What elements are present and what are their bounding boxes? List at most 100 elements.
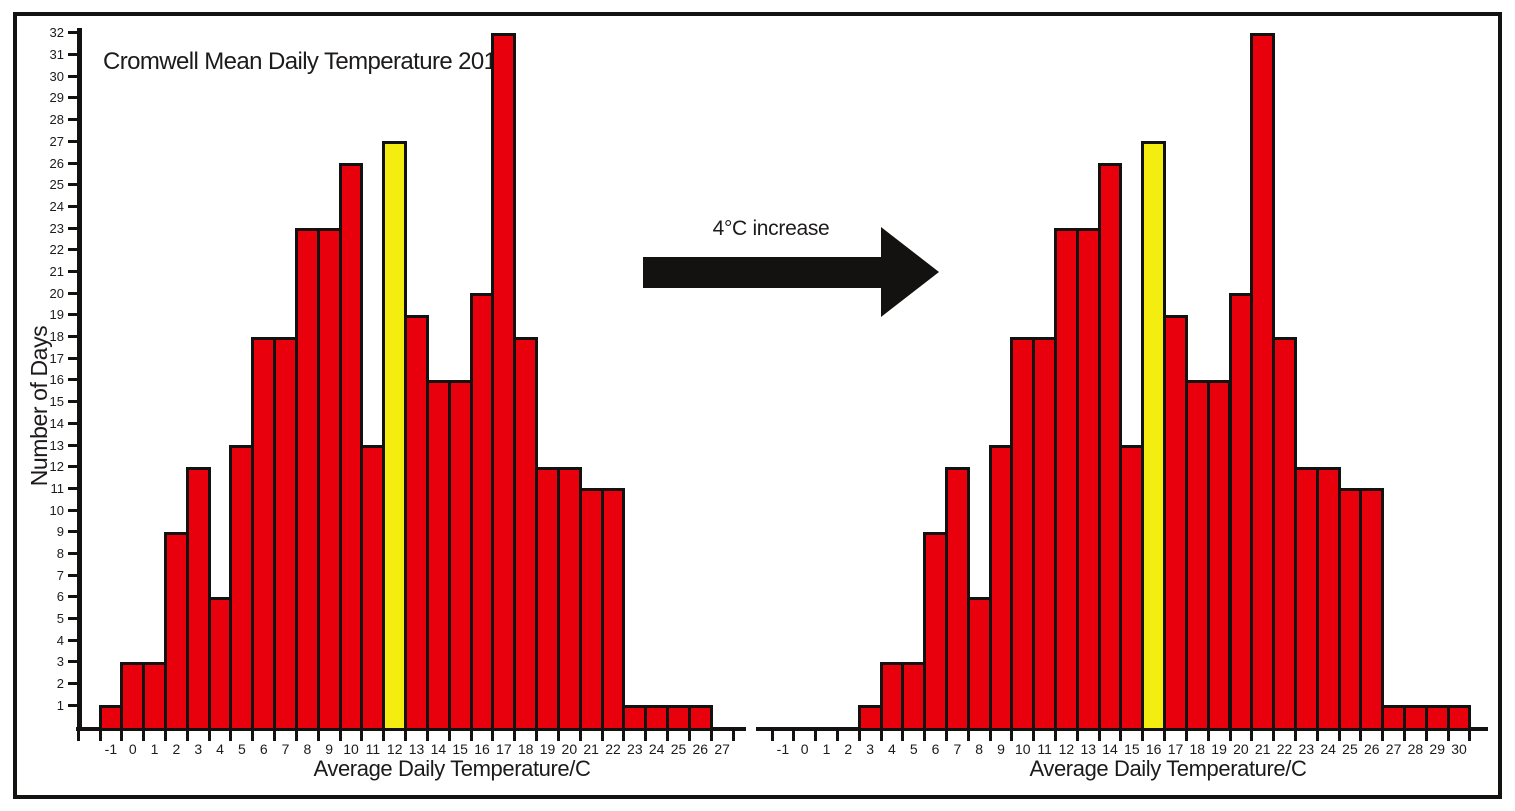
y-tick	[68, 139, 77, 143]
y-tick	[68, 530, 77, 534]
x-tick	[1402, 727, 1406, 741]
arrow-shaft	[643, 257, 881, 288]
x-tick-label-27: 27	[714, 741, 730, 757]
x-tick-label-17: 17	[496, 741, 512, 757]
x-tick-label-24: 24	[1320, 741, 1336, 757]
x-tick-label-0: 0	[800, 741, 809, 757]
y-tick	[68, 703, 77, 707]
x-tick	[1032, 727, 1036, 741]
y-tick	[68, 508, 77, 512]
y-tick	[68, 595, 77, 599]
x-tick	[600, 727, 604, 741]
x-tick-label-14: 14	[1102, 741, 1118, 757]
x-tick-label-14: 14	[430, 741, 447, 757]
x-tick	[425, 727, 429, 741]
y-tick-label: 16	[49, 372, 64, 388]
y-tick	[68, 183, 77, 187]
bar-temp-22	[600, 488, 626, 731]
x-tick-label-2: 2	[844, 741, 853, 757]
x-tick	[857, 727, 861, 741]
x-tick	[1250, 727, 1254, 741]
x-tick	[1424, 727, 1428, 741]
y-tick-label: 30	[49, 68, 64, 84]
x-tick-label-29: 29	[1429, 741, 1445, 757]
x-tick	[207, 727, 211, 741]
x-tick	[879, 727, 883, 741]
y-tick-label: 24	[49, 198, 64, 214]
x-tick-label-26: 26	[692, 741, 709, 757]
y-tick	[68, 291, 77, 295]
x-tick	[622, 727, 626, 741]
y-tick-label: 26	[49, 155, 64, 171]
x-tick	[1272, 727, 1276, 741]
bar-temp-30	[1446, 705, 1472, 731]
y-tick	[68, 335, 77, 339]
x-tick	[185, 727, 189, 741]
y-tick	[68, 465, 77, 469]
x-tick-label-24: 24	[648, 741, 665, 757]
x-tick	[1141, 727, 1145, 741]
y-tick-label: 8	[56, 545, 64, 561]
y-tick-label: 20	[49, 285, 64, 301]
x-tick-label-22: 22	[1276, 741, 1293, 757]
y-tick	[68, 400, 77, 404]
x-tick	[1054, 727, 1058, 741]
x-tick-label-10: 10	[1015, 741, 1031, 757]
x-tick-label-4: 4	[888, 741, 896, 757]
x-tick	[469, 727, 473, 741]
y-tick-label: 18	[49, 329, 64, 345]
y-tick	[68, 118, 77, 122]
x-tick	[666, 727, 670, 741]
y-tick-label: 11	[50, 480, 65, 496]
y-tick	[68, 226, 77, 230]
x-tick-label-20: 20	[561, 741, 578, 757]
y-tick-label: 29	[49, 90, 64, 106]
y-tick	[68, 617, 77, 621]
y-tick-label: 32	[49, 25, 64, 41]
y-tick-label: 1	[56, 697, 64, 713]
x-tick	[142, 727, 146, 741]
bar-temp-26	[687, 705, 713, 731]
x-tick	[1119, 727, 1123, 741]
bar-temp-24	[644, 705, 670, 731]
y-tick	[68, 270, 77, 273]
x-tick	[1075, 727, 1079, 741]
x-tick	[731, 727, 735, 741]
bar-temp-26	[1359, 488, 1385, 731]
x-tick	[535, 727, 539, 741]
y-tick-label: 12	[49, 459, 64, 475]
x-tick-label-1: 1	[822, 741, 831, 757]
y-tick	[68, 96, 77, 100]
x-tick	[966, 727, 970, 741]
x-tick	[944, 727, 948, 741]
x-tick-label-15: 15	[452, 741, 468, 757]
y-tick-label: 13	[49, 437, 64, 453]
x-tick-label-2: 2	[172, 741, 181, 757]
x-tick	[901, 727, 905, 741]
y-tick	[68, 161, 77, 165]
bar-temp-6	[251, 336, 277, 731]
x-tick	[1010, 727, 1014, 741]
x-tick	[709, 727, 713, 741]
y-tick-label: 19	[49, 307, 64, 323]
y-tick	[68, 421, 77, 425]
y-tick	[68, 53, 77, 57]
x-tick-label-23: 23	[627, 741, 643, 757]
x-tick	[1163, 727, 1167, 741]
y-tick-label: 5	[56, 611, 64, 627]
x-tick-label-23: 23	[1298, 741, 1315, 757]
figure-border	[13, 12, 1502, 799]
x-tick-label-20: 20	[1233, 741, 1249, 757]
x-tick	[770, 727, 774, 741]
x-tick	[1315, 727, 1319, 741]
x-axis-title-left: Average Daily Temperature/C	[313, 756, 591, 781]
x-tick	[1446, 727, 1450, 741]
x-tick-label-12: 12	[386, 741, 403, 757]
x-tick-label-6: 6	[931, 741, 940, 757]
x-tick-label-11: 11	[1037, 741, 1052, 757]
x-tick	[338, 727, 342, 741]
y-tick	[68, 682, 77, 686]
x-tick-label-25: 25	[1342, 741, 1358, 757]
y-tick-label: 27	[49, 133, 64, 149]
bar-temp-8	[966, 596, 992, 731]
